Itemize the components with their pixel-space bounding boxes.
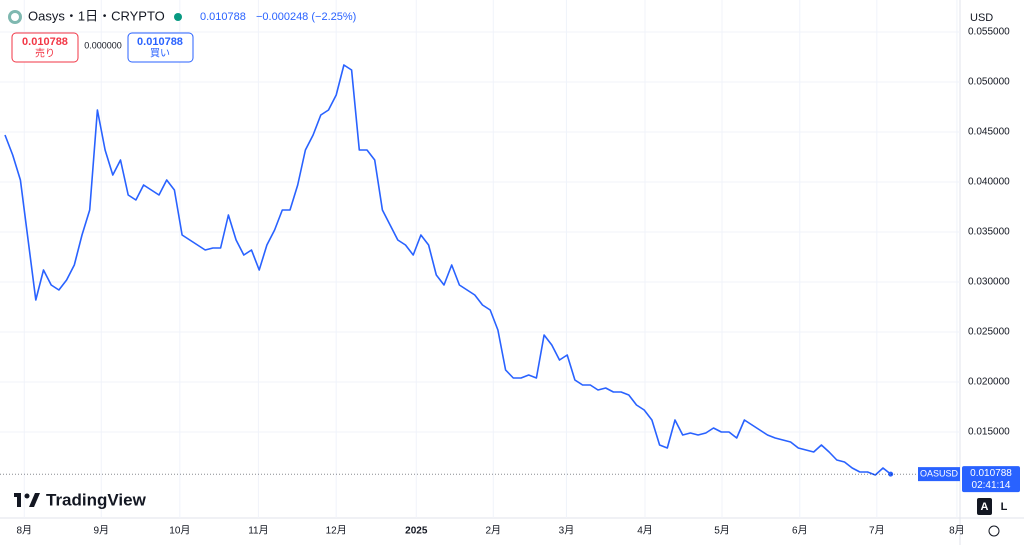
symbol-icon (11, 13, 19, 21)
y-tick-label: 0.015000 (968, 427, 1010, 438)
y-tick-label: 0.045000 (968, 127, 1010, 138)
spread: 0.000000 (84, 40, 122, 50)
y-tick-label: 0.035000 (968, 227, 1010, 238)
sell-button[interactable] (11, 32, 79, 63)
series-label: OASUSD (920, 468, 959, 478)
last-point (888, 471, 894, 477)
price-label-box (962, 466, 1020, 493)
sell-label: 売り (35, 47, 55, 60)
buy-price: 0.010788 (137, 36, 183, 48)
buy-button[interactable] (127, 32, 194, 63)
x-tick-label: 4月 (637, 525, 653, 537)
x-tick-label: 9月 (93, 525, 109, 537)
logo-icon (24, 493, 30, 499)
x-tick-label: 8月 (16, 525, 32, 537)
symbol[interactable]: Oasys・1日・CRYPTO (28, 8, 165, 23)
buy-label: 買い (150, 48, 170, 60)
y-tick-label: 0.025000 (968, 327, 1010, 338)
y-tick-label: 0.030000 (968, 277, 1010, 288)
logo-icon (17, 493, 21, 507)
price-line (4, 64, 892, 476)
x-tick-label: 6月 (792, 525, 808, 537)
y-tick-label: 0.020000 (968, 377, 1010, 388)
x-tick-label: 2月 (486, 525, 502, 537)
auto-button[interactable] (977, 498, 992, 515)
countdown: 02:41:14 (972, 480, 1011, 491)
log-button[interactable]: L (1001, 501, 1008, 513)
x-tick-label: 7月 (869, 525, 885, 537)
currency[interactable]: USD (970, 12, 993, 24)
logo: TradingView (46, 490, 147, 509)
x-tick-label: 3月 (559, 525, 575, 537)
x-tick-label: 5月 (714, 525, 730, 537)
x-tick-label: 12月 (326, 525, 347, 537)
settings-icon[interactable] (988, 525, 1000, 537)
y-tick-label: 0.055000 (968, 27, 1010, 38)
change: −0.000248 (−2.25%) (256, 11, 356, 23)
x-tick-label: 2025 (405, 526, 428, 537)
currency-box[interactable] (962, 5, 1020, 31)
price-label: 0.010788 (970, 468, 1012, 479)
y-tick-label: 0.040000 (968, 177, 1010, 188)
price: 0.010788 (200, 11, 246, 23)
auto-button-label[interactable]: A (981, 501, 989, 513)
x-tick-label: 10月 (169, 525, 190, 537)
sell-price: 0.010788 (22, 36, 68, 48)
x-tick-label: 11月 (248, 525, 268, 537)
status-dot (174, 13, 182, 21)
y-tick-label: 0.050000 (968, 77, 1010, 88)
series-label-box (918, 467, 960, 482)
logo-icon (29, 493, 40, 507)
x-tick-label: 8月 (949, 525, 965, 537)
